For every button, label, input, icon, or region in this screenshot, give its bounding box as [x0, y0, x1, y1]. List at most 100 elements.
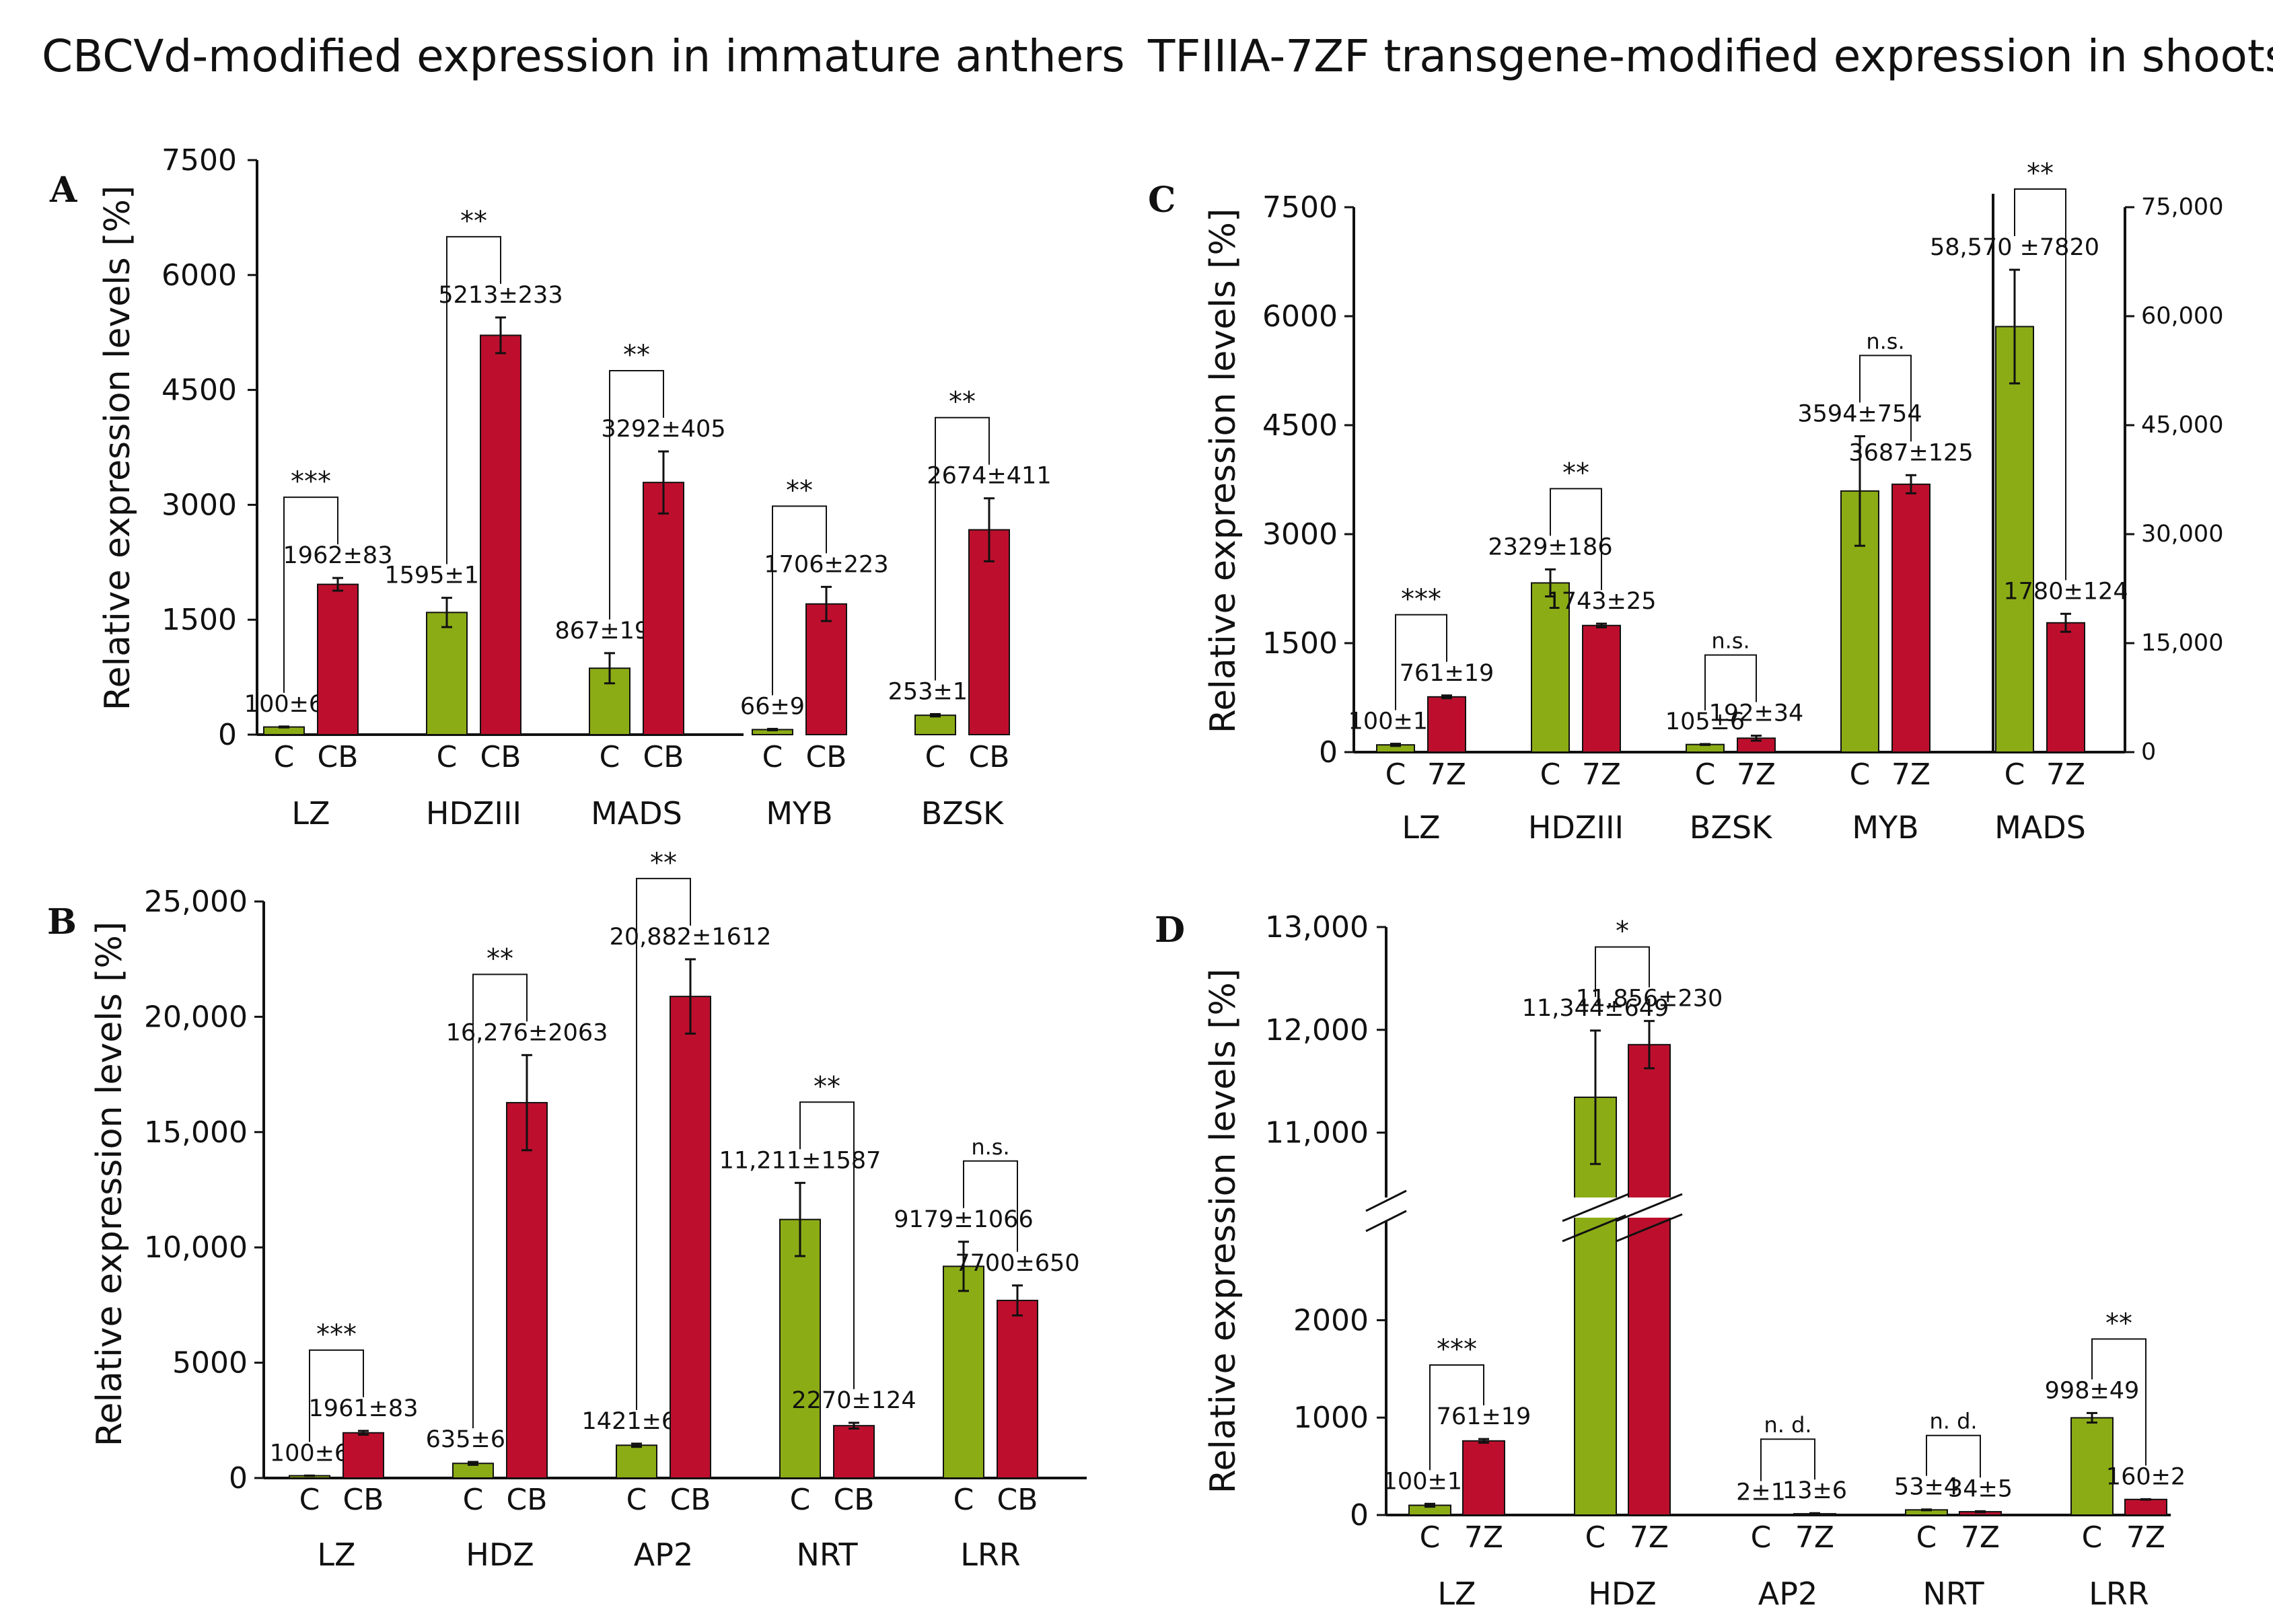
group-label-A-MYB: MYB [766, 795, 832, 832]
sig-label-C-2: n.s. [1711, 628, 1749, 654]
secondary-tick-label-C-4: 60,000 [2141, 303, 2223, 330]
value-label-D-HDZ-7Z: 11,856±230 [1576, 986, 1723, 1012]
sig-label-A-1: ** [460, 206, 487, 237]
category-label-D-LZ-C: C [1420, 1520, 1441, 1555]
value-label-D-LZ-C: 100±15 [1383, 1468, 1478, 1495]
y-tick-label-C-3: 4500 [1262, 408, 1338, 443]
value-label-B-LZ-CB: 1961±83 [309, 1395, 419, 1422]
bar-C-MADS-C [1995, 326, 2034, 753]
group-label-B-HDZ: HDZ [466, 1537, 534, 1573]
category-label-A-MADS-C: C [600, 740, 620, 774]
y-tick-label-D-0: 0 [1350, 1498, 1369, 1533]
group-label-D-LRR: LRR [2089, 1576, 2149, 1612]
sig-bracket-A-0 [283, 496, 338, 693]
bar-break-line-b-D-HDZ-C [1562, 1213, 1629, 1243]
category-label-B-LZ-CB: CB [343, 1483, 384, 1517]
bar-B-HDZ-CB [506, 1102, 548, 1479]
category-label-A-LZ-CB: CB [318, 740, 359, 774]
value-label-B-LZ-C: 100±6 [270, 1440, 349, 1467]
sig-label-C-4: ** [2027, 158, 2054, 189]
bar-A-HDZIII-C [426, 612, 468, 736]
group-label-D-HDZ: HDZ [1588, 1576, 1657, 1612]
group-label-A-HDZIII: HDZIII [426, 795, 521, 832]
y-tick-label-A-1: 1500 [161, 603, 237, 637]
bar-A-BZSK-CB [968, 529, 1010, 735]
group-label-B-AP2: AP2 [634, 1537, 693, 1573]
value-label-A-LZ-C: 100±6 [244, 691, 324, 718]
sig-bracket-D-1 [1595, 946, 1650, 997]
sig-label-A-0: *** [291, 466, 331, 497]
group-label-C-MYB: MYB [1852, 809, 1918, 846]
sig-bracket-D-4 [2091, 1338, 2146, 1466]
category-label-D-LRR-C: C [2082, 1520, 2103, 1555]
sig-bracket-A-4 [935, 416, 990, 681]
value-label-A-LZ-CB: 1962±83 [283, 542, 393, 569]
category-label-C-LZ-C: C [1385, 758, 1406, 792]
y-tick-label-C-1: 1500 [1262, 626, 1338, 661]
group-label-A-LZ: LZ [291, 795, 330, 832]
category-label-C-MADS-C: C [2005, 758, 2025, 792]
value-label-C-MYB-7Z: 3687±125 [1848, 439, 1973, 466]
y-axis-label-B: Relative expression levels [%] [89, 922, 130, 1447]
bar-break-line-a-D-HDZ-7Z [1616, 1193, 1683, 1222]
secondary-tick-label-C-3: 45,000 [2141, 412, 2223, 439]
sig-bracket-B-4 [963, 1160, 1018, 1252]
group-label-B-NRT: NRT [796, 1537, 858, 1573]
secondary-tick-label-C-5: 75,000 [2141, 194, 2223, 221]
axis-break-mark-1-D [1365, 1189, 1407, 1212]
group-label-D-LZ: LZ [1437, 1576, 1476, 1612]
value-label-B-AP2-CB: 20,882±1612 [610, 924, 772, 951]
category-label-A-MYB-CB: CB [806, 740, 847, 774]
bar-A-HDZIII-CB [480, 334, 521, 735]
y-tick-label-D-3: 11,000 [1265, 1116, 1369, 1150]
sig-label-C-3: n.s. [1866, 328, 1904, 354]
category-label-C-MADS-7Z: 7Z [2046, 758, 2085, 792]
bar-D-HDZ-C [1574, 1097, 1617, 1516]
sig-bracket-C-0 [1395, 614, 1447, 710]
bar-B-LZ-CB [342, 1432, 384, 1479]
group-label-D-NRT: NRT [1922, 1576, 1984, 1612]
y-axis-label-C: Relative expression levels [%] [1203, 209, 1243, 734]
sig-bracket-B-1 [472, 973, 528, 1429]
bar-A-MADS-CB [643, 482, 684, 735]
group-label-D-AP2: AP2 [1758, 1576, 1817, 1612]
bar-B-NRT-C [779, 1218, 821, 1479]
category-label-D-NRT-7Z: 7Z [1961, 1520, 2000, 1555]
bar-A-BZSK-C [914, 714, 956, 736]
value-label-C-BZSK-C: 105±6 [1665, 708, 1745, 735]
bar-C-HDZIII-7Z [1582, 624, 1621, 753]
y-tick-label-C-5: 7500 [1262, 190, 1338, 225]
sig-bracket-C-4 [2014, 188, 2066, 581]
value-label-C-MADS-C: 58,570 ±7820 [1930, 234, 2099, 261]
category-label-A-LZ-C: C [274, 740, 295, 774]
y-tick-label-D-2: 2000 [1293, 1303, 1369, 1337]
sig-label-A-4: ** [949, 387, 976, 418]
bar-A-MYB-CB [805, 603, 847, 735]
category-label-C-BZSK-7Z: 7Z [1737, 758, 1776, 792]
category-label-C-LZ-7Z: 7Z [1427, 758, 1466, 792]
y-tick-label-C-0: 0 [1319, 735, 1338, 770]
value-label-A-MYB-CB: 1706±223 [764, 551, 888, 578]
group-label-C-HDZIII: HDZIII [1528, 809, 1624, 846]
value-label-D-LRR-7Z: 160±2 [2106, 1464, 2186, 1491]
category-label-D-AP2-7Z: 7Z [1795, 1520, 1834, 1555]
category-label-C-MYB-C: C [1850, 758, 1871, 792]
value-label-C-MYB-C: 3594±754 [1797, 400, 1922, 427]
category-label-B-NRT-CB: CB [834, 1483, 875, 1517]
sig-label-B-4: n.s. [971, 1134, 1009, 1160]
sig-bracket-D-3 [1926, 1434, 1981, 1478]
sig-label-C-1: ** [1562, 457, 1589, 488]
value-label-B-NRT-CB: 2270±124 [791, 1387, 916, 1414]
bar-B-AP2-C [616, 1444, 657, 1479]
group-label-A-BZSK: BZSK [921, 795, 1005, 832]
secondary-tick-label-C-0: 0 [2141, 739, 2156, 766]
category-label-B-HDZ-CB: CB [507, 1483, 548, 1517]
sig-label-B-3: ** [814, 1071, 840, 1102]
sig-bracket-A-3 [772, 505, 827, 696]
value-label-C-HDZIII-C: 2329±186 [1488, 533, 1612, 560]
sig-bracket-D-2 [1760, 1438, 1815, 1481]
group-label-C-LZ: LZ [1402, 809, 1440, 846]
sig-label-A-3: ** [786, 475, 813, 506]
category-label-B-LZ-C: C [299, 1483, 320, 1517]
